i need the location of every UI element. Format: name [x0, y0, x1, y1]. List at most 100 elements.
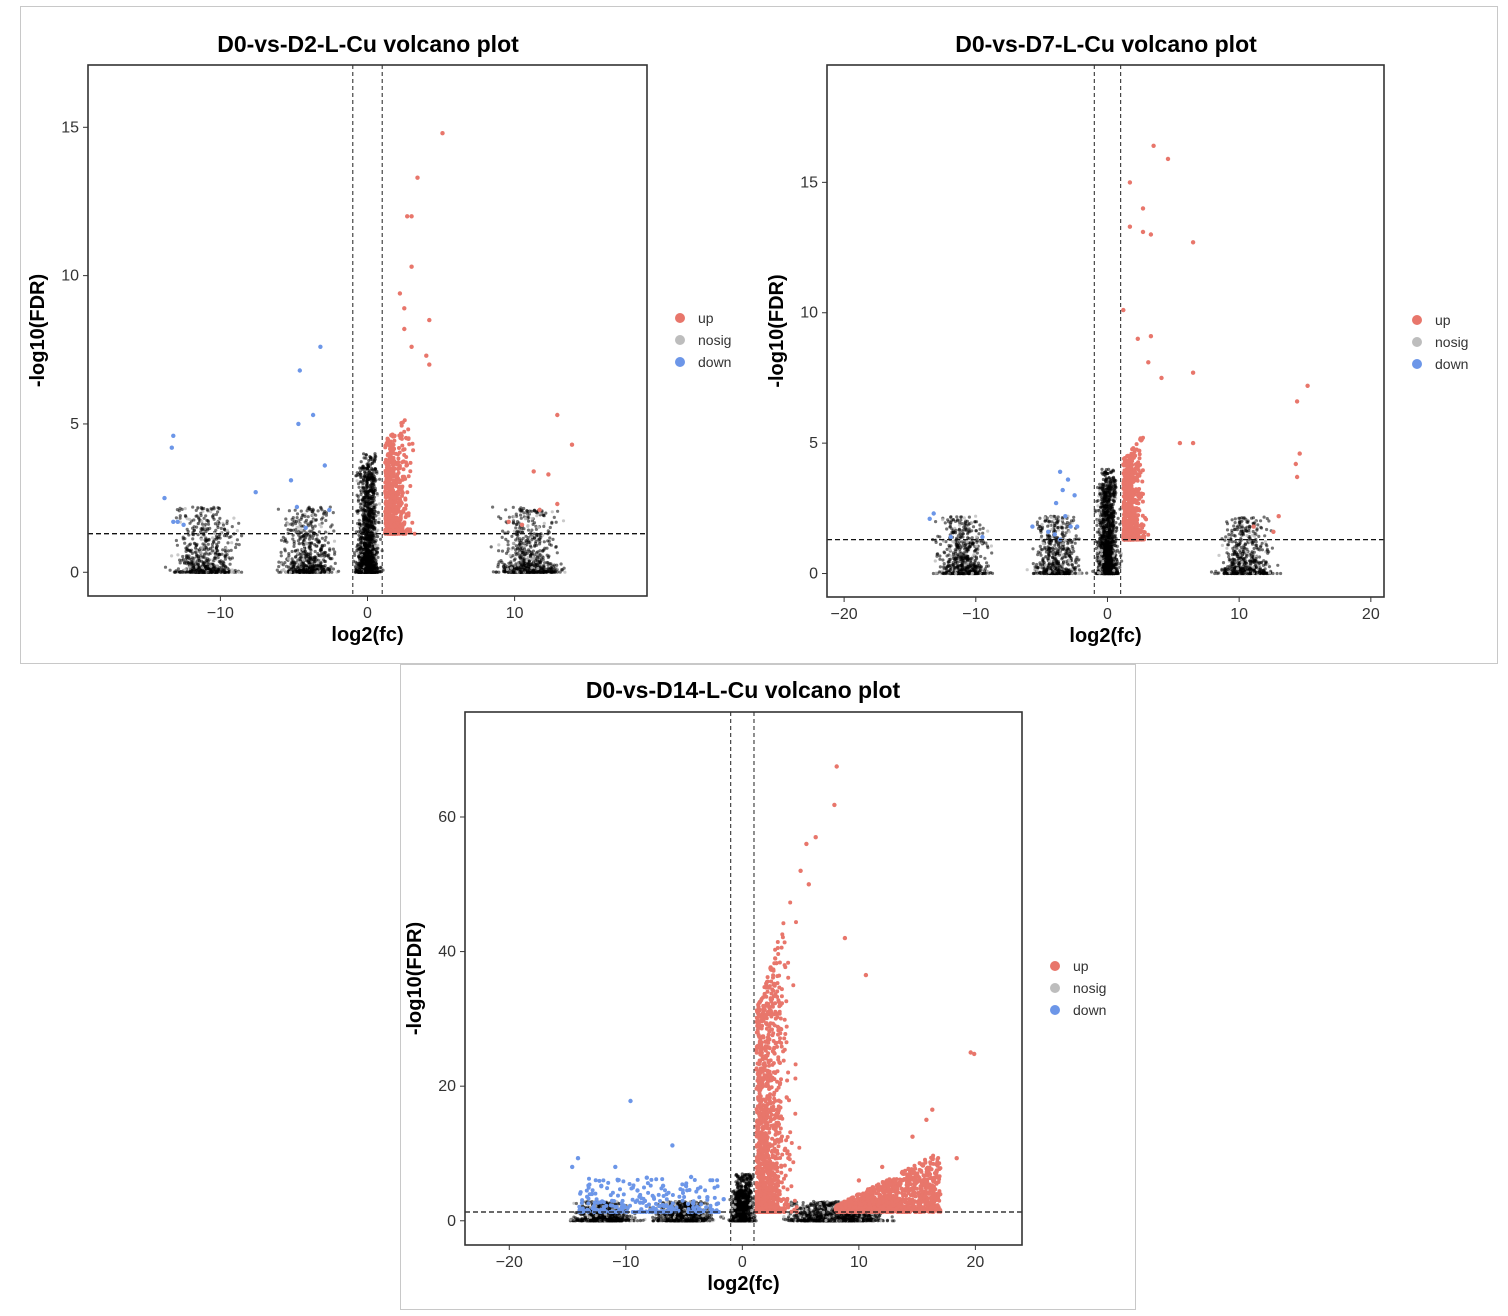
nosig-point	[972, 553, 976, 557]
up-point	[412, 531, 417, 536]
up-point	[396, 460, 401, 465]
nosig-point	[550, 510, 554, 514]
up-point	[401, 509, 406, 514]
nosig-point	[311, 570, 315, 574]
nosig-point	[193, 550, 197, 554]
nosig-point	[319, 564, 323, 568]
nosig-point	[366, 512, 370, 517]
nosig-point	[369, 509, 373, 513]
nosig-point	[329, 565, 333, 569]
nosig-point	[232, 516, 236, 520]
nosig-point	[207, 562, 211, 566]
nosig-point	[185, 554, 189, 558]
nosig-point	[234, 545, 238, 550]
up-point	[390, 485, 395, 490]
nosig-point	[293, 508, 297, 512]
nosig-point	[979, 568, 983, 572]
nosig-point	[511, 521, 516, 525]
nosig-point	[364, 501, 368, 505]
nosig-point	[948, 524, 953, 529]
nosig-point	[966, 523, 970, 527]
nosig-point	[373, 454, 377, 458]
nosig-point	[360, 570, 364, 574]
nosig-point	[374, 503, 378, 507]
nosig-point	[519, 513, 523, 517]
nosig-point	[377, 517, 381, 521]
nosig-point	[373, 520, 377, 525]
nosig-point	[192, 518, 196, 522]
nosig-point	[975, 535, 979, 539]
nosig-point	[365, 504, 369, 508]
nosig-point	[527, 519, 531, 523]
point-layer	[927, 143, 1310, 576]
nosig-point	[986, 546, 990, 550]
nosig-point	[989, 544, 994, 548]
nosig-point	[307, 537, 312, 541]
nosig-point	[183, 568, 187, 572]
nosig-point	[322, 551, 326, 555]
nosig-point	[951, 563, 955, 567]
nosig-point	[358, 502, 362, 506]
nosig-point	[370, 489, 374, 493]
nosig-point	[196, 566, 200, 570]
nosig-point	[530, 509, 534, 513]
nosig-point	[316, 509, 320, 513]
up-point	[403, 497, 408, 502]
nosig-point	[373, 479, 377, 483]
nosig-point	[329, 525, 333, 529]
nosig-point	[541, 567, 545, 571]
nosig-point	[530, 517, 534, 521]
nosig-point	[368, 559, 372, 564]
nosig-point	[548, 542, 552, 546]
up-point	[388, 510, 393, 514]
nosig-point	[522, 547, 527, 551]
nosig-point	[978, 523, 982, 527]
nosig-point	[323, 538, 327, 542]
nosig-point	[200, 522, 204, 526]
nosig-point	[518, 569, 522, 573]
nosig-point	[315, 537, 319, 541]
down-point	[253, 490, 258, 495]
down-point	[327, 507, 332, 513]
nosig-point	[297, 542, 302, 546]
nosig-point	[538, 549, 542, 553]
nosig-point	[328, 568, 332, 572]
nosig-point	[509, 566, 513, 570]
nosig-point	[225, 521, 229, 526]
nosig-point	[548, 536, 552, 540]
nosig-point	[357, 554, 361, 558]
nosig-point	[219, 570, 223, 574]
nosig-point	[214, 545, 219, 550]
nosig-point	[522, 559, 526, 563]
up-point	[555, 501, 560, 507]
nosig-point	[514, 526, 518, 530]
nosig-point	[534, 562, 538, 566]
nosig-point	[515, 536, 520, 540]
nosig-point	[299, 528, 303, 532]
up-point	[394, 475, 399, 480]
up-point	[385, 494, 390, 499]
nosig-point	[331, 510, 335, 515]
nosig-point	[225, 519, 229, 523]
nosig-point	[529, 545, 533, 549]
nosig-point	[297, 525, 301, 529]
nosig-point	[303, 520, 307, 524]
nosig-point	[209, 510, 213, 514]
nosig-point	[237, 570, 241, 574]
nosig-point	[526, 536, 530, 540]
nosig-point	[285, 540, 289, 544]
nosig-point	[373, 470, 377, 474]
nosig-point	[532, 556, 536, 561]
nosig-point	[359, 536, 363, 541]
nosig-point	[286, 565, 291, 569]
nosig-point	[313, 549, 317, 554]
nosig-point	[295, 512, 300, 516]
nosig-point	[938, 542, 943, 547]
x-axis-label: log2(fc)	[331, 624, 403, 646]
nosig-point	[235, 538, 239, 542]
nosig-point	[938, 554, 942, 558]
nosig-point	[208, 546, 212, 551]
nosig-point	[542, 524, 546, 529]
